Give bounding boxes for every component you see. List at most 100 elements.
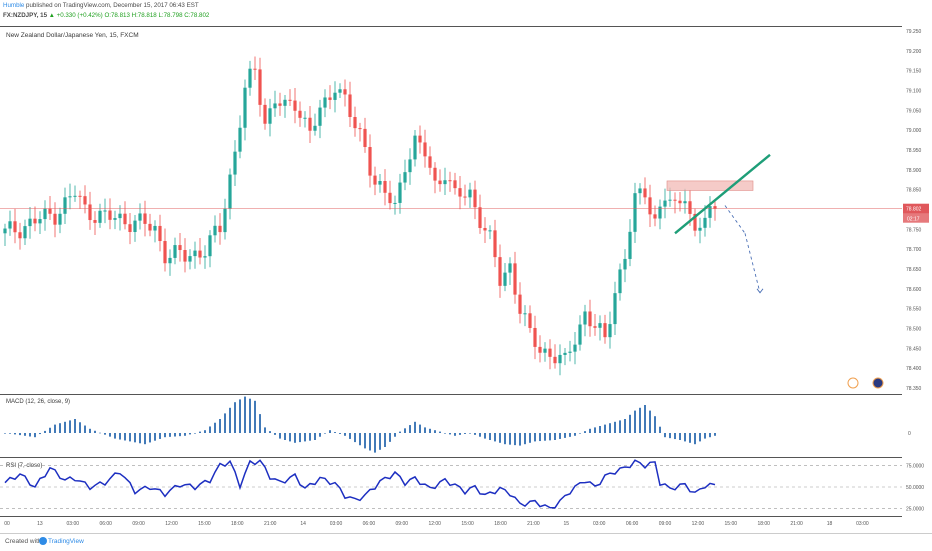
macd-bar bbox=[274, 433, 276, 435]
macd-bar bbox=[339, 433, 341, 434]
macd-bar bbox=[134, 433, 136, 443]
candle-body bbox=[573, 344, 577, 352]
candle-body bbox=[438, 180, 442, 185]
macd-bar bbox=[284, 433, 286, 440]
macd-panel[interactable] bbox=[0, 394, 902, 458]
macd-bar bbox=[594, 427, 596, 433]
candle-body bbox=[143, 213, 147, 224]
rsi-panel[interactable] bbox=[0, 458, 902, 517]
rsi-tick-label: 25.0000 bbox=[906, 507, 924, 513]
macd-bar bbox=[664, 433, 666, 438]
macd-bar bbox=[459, 433, 461, 435]
macd-bar bbox=[209, 426, 211, 433]
candle-body bbox=[38, 219, 42, 224]
macd-bar bbox=[244, 396, 246, 433]
macd-bar bbox=[159, 433, 161, 439]
price-tick-label: 78.350 bbox=[906, 386, 922, 392]
macd-bar bbox=[354, 433, 356, 443]
macd-bar bbox=[659, 426, 661, 433]
candle-body bbox=[223, 208, 227, 233]
macd-bar bbox=[44, 430, 46, 433]
candle-body bbox=[93, 220, 97, 223]
candle-body bbox=[473, 189, 477, 208]
candle-body bbox=[458, 188, 462, 197]
candle-body bbox=[273, 103, 277, 109]
candle-body bbox=[243, 87, 247, 128]
candle-body bbox=[278, 103, 282, 106]
macd-bar bbox=[4, 433, 6, 434]
macd-bar bbox=[229, 407, 231, 433]
author-link[interactable]: Humble bbox=[3, 2, 25, 9]
price-tick-label: 79.050 bbox=[906, 108, 922, 114]
event-icon[interactable] bbox=[872, 377, 884, 389]
chart-canvas[interactable]: 79.250 79.200 79.150 79.100 79.050 79.000 78.9… bbox=[0, 0, 932, 532]
candle-body bbox=[318, 107, 322, 126]
macd-bar bbox=[334, 432, 336, 433]
time-tick-label: 00 bbox=[4, 521, 10, 527]
published-text: published on TradingView.com, December 1… bbox=[24, 2, 199, 9]
macd-bar bbox=[504, 433, 506, 445]
macd-bar bbox=[309, 433, 311, 441]
candle-body bbox=[188, 256, 192, 262]
alert-icon[interactable] bbox=[847, 377, 859, 389]
macd-bar bbox=[559, 433, 561, 439]
macd-bar bbox=[124, 433, 126, 441]
candle-body bbox=[43, 208, 47, 220]
macd-bar bbox=[314, 433, 316, 440]
price-panel[interactable] bbox=[0, 26, 902, 395]
time-tick-label: 03:00 bbox=[856, 521, 869, 527]
time-tick-label: 18:00 bbox=[231, 521, 244, 527]
macd-bar bbox=[39, 433, 41, 435]
ohlc-values: O:78.813 H:78.818 L:78.798 C:78.802 bbox=[104, 12, 210, 19]
macd-bar bbox=[369, 433, 371, 451]
candle-body bbox=[138, 213, 142, 221]
macd-bar bbox=[389, 433, 391, 442]
candle-body bbox=[648, 197, 652, 215]
macd-bar bbox=[394, 433, 396, 437]
macd-bar bbox=[674, 433, 676, 440]
macd-bar bbox=[489, 433, 491, 440]
candle-body bbox=[563, 352, 567, 355]
macd-bar bbox=[254, 400, 256, 433]
price-tick-label: 79.200 bbox=[906, 49, 922, 55]
candle-body bbox=[713, 206, 717, 209]
time-tick-label: 03:00 bbox=[67, 521, 80, 527]
price-tick-label: 79.100 bbox=[906, 89, 922, 95]
candle-body bbox=[553, 356, 557, 364]
macd-bar bbox=[699, 433, 701, 442]
macd-bar bbox=[324, 433, 326, 434]
time-tick-label: 13 bbox=[37, 521, 43, 527]
price-tick-label: 78.850 bbox=[906, 188, 922, 194]
macd-zero-label: 0 bbox=[908, 431, 911, 437]
candle-body bbox=[548, 348, 552, 357]
macd-bar bbox=[84, 425, 86, 433]
rsi-line bbox=[4, 459, 716, 509]
candle-body bbox=[393, 202, 397, 204]
macd-bar bbox=[319, 433, 321, 437]
candle-body bbox=[363, 128, 367, 148]
candle-body bbox=[683, 201, 687, 204]
candle-body bbox=[328, 97, 332, 100]
tradingview-link[interactable]: TradingView bbox=[48, 538, 84, 545]
macd-bar bbox=[404, 428, 406, 433]
time-tick-label: 14 bbox=[300, 521, 306, 527]
price-tick-label: 78.750 bbox=[906, 227, 922, 233]
candle-body bbox=[618, 269, 622, 294]
chart-header: Humble published on TradingView.com, Dec… bbox=[0, 0, 932, 26]
candle-body bbox=[508, 263, 512, 273]
macd-bar bbox=[54, 424, 56, 433]
time-tick-label: 03:00 bbox=[330, 521, 343, 527]
macd-bar bbox=[529, 433, 531, 443]
macd-bar bbox=[584, 431, 586, 433]
candle-body bbox=[73, 195, 77, 197]
candle-body bbox=[288, 99, 292, 101]
macd-bar bbox=[269, 431, 271, 433]
candle-body bbox=[468, 189, 472, 198]
candle-body bbox=[613, 293, 617, 325]
candle-body bbox=[118, 213, 122, 219]
macd-bar bbox=[644, 405, 646, 433]
candle-body bbox=[638, 188, 642, 194]
macd-bar bbox=[689, 433, 691, 443]
candle-body bbox=[123, 213, 127, 225]
chart-tools[interactable] bbox=[847, 377, 884, 389]
